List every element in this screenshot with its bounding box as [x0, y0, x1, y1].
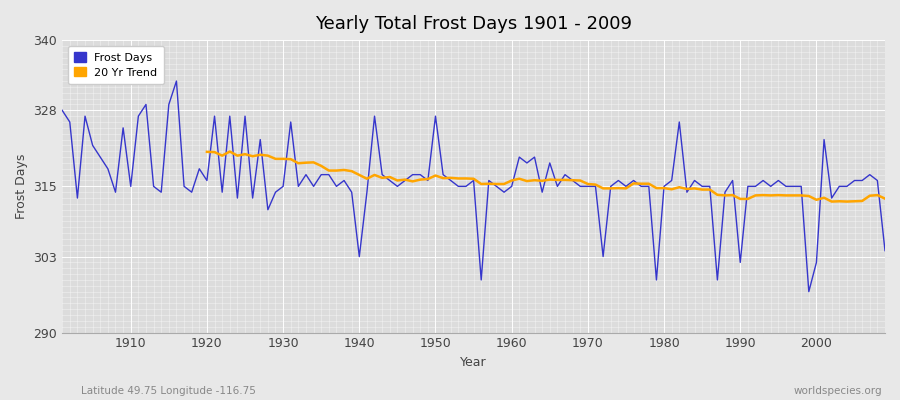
X-axis label: Year: Year [460, 356, 487, 369]
Frost Days [293, 184, 304, 189]
20 Yr Trend [864, 193, 875, 198]
20 Yr Trend [681, 186, 692, 191]
20 Yr Trend [773, 193, 784, 198]
Frost Days [118, 126, 129, 130]
Line: 20 Yr Trend: 20 Yr Trend [207, 152, 885, 202]
20 Yr Trend [415, 177, 426, 182]
20 Yr Trend [301, 160, 311, 165]
20 Yr Trend [224, 149, 235, 154]
Frost Days [57, 108, 68, 113]
Text: worldspecies.org: worldspecies.org [794, 386, 882, 396]
Frost Days [514, 155, 525, 160]
20 Yr Trend [202, 150, 212, 154]
20 Yr Trend [879, 196, 890, 201]
Y-axis label: Frost Days: Frost Days [15, 154, 28, 219]
Frost Days [879, 248, 890, 253]
Frost Days [338, 178, 349, 183]
Text: Latitude 49.75 Longitude -116.75: Latitude 49.75 Longitude -116.75 [81, 386, 256, 396]
Frost Days [171, 79, 182, 84]
Legend: Frost Days, 20 Yr Trend: Frost Days, 20 Yr Trend [68, 46, 164, 84]
Line: Frost Days: Frost Days [62, 81, 885, 292]
Frost Days [804, 289, 814, 294]
20 Yr Trend [788, 193, 799, 198]
Title: Yearly Total Frost Days 1901 - 2009: Yearly Total Frost Days 1901 - 2009 [315, 15, 632, 33]
Frost Days [507, 184, 517, 189]
20 Yr Trend [826, 199, 837, 204]
Frost Days [606, 184, 616, 189]
